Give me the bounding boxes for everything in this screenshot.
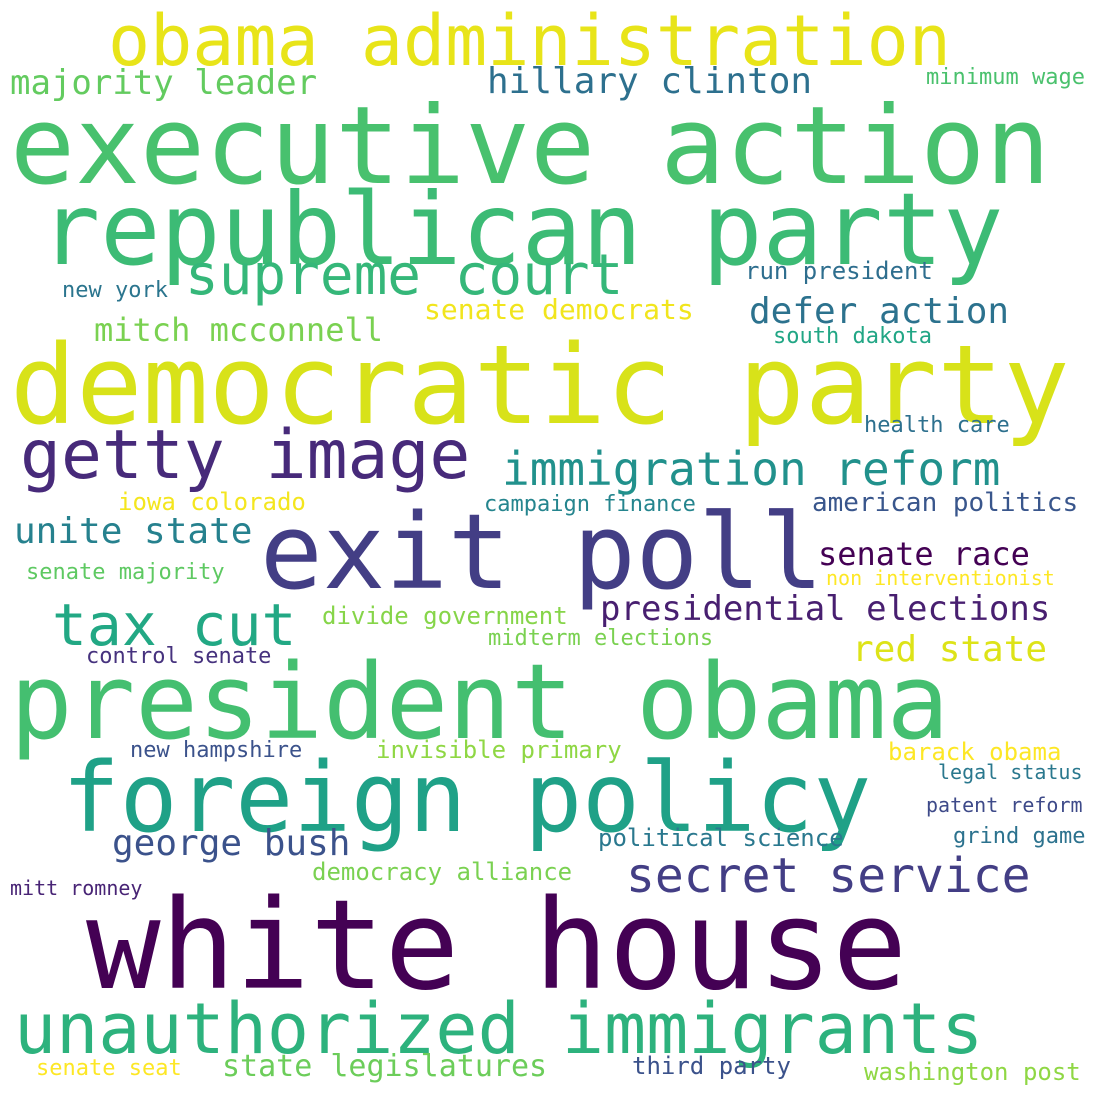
- word-barack-obama: barack obama: [888, 738, 1062, 766]
- word-invisible-primary: invisible primary: [376, 736, 622, 764]
- word-midterm-elections: midterm elections: [488, 626, 714, 651]
- word-campaign-finance: campaign finance: [484, 492, 696, 517]
- word-non-interventionist: non interventionist: [826, 566, 1055, 590]
- word-senate-seat: senate seat: [36, 1056, 182, 1081]
- word-majority-leader: majority leader: [10, 63, 318, 103]
- word-grind-game: grind game: [953, 824, 1086, 849]
- word-washington-post: washington post: [864, 1058, 1081, 1086]
- word-foreign-policy: foreign policy: [62, 742, 872, 854]
- word-senate-majority: senate majority: [26, 560, 225, 585]
- word-unauthorized-immigrants: unauthorized immigrants: [14, 988, 984, 1070]
- word-tax-cut: tax cut: [52, 591, 297, 659]
- word-presidential-elections: presidential elections: [600, 589, 1051, 629]
- word-new-york: new york: [62, 278, 168, 303]
- word-political-science: political science: [598, 824, 844, 852]
- word-republican-party: republican party: [40, 171, 1004, 288]
- word-george-bush: george bush: [112, 823, 351, 864]
- word-defer-action: defer action: [749, 291, 1010, 332]
- word-immigration-reform: immigration reform: [502, 442, 1001, 496]
- word-south-dakota: south dakota: [773, 324, 932, 349]
- word-minimum-wage: minimum wage: [926, 65, 1085, 90]
- word-democratic-party: democratic party: [10, 321, 1070, 449]
- word-mitt-romney: mitt romney: [10, 876, 143, 900]
- word-mitch-mcconnell: mitch mcconnell: [94, 311, 383, 349]
- word-run-president: run president: [745, 257, 933, 285]
- word-state-legislatures: state legislatures: [222, 1049, 548, 1084]
- word-patent-reform: patent reform: [926, 793, 1083, 817]
- word-executive-action: executive action: [10, 84, 1051, 209]
- word-senate-democrats: senate democrats: [424, 293, 694, 326]
- word-democracy-alliance: democracy alliance: [312, 858, 573, 886]
- word-new-hampshire: new hampshire: [130, 738, 303, 763]
- word-red-state: red state: [852, 629, 1048, 670]
- word-hillary-clinton: hillary clinton: [487, 61, 813, 102]
- word-third-party: third party: [632, 1052, 791, 1080]
- word-legal-status: legal status: [938, 760, 1083, 784]
- word-getty-image: getty image: [20, 416, 471, 495]
- word-american-politics: american politics: [812, 488, 1079, 518]
- word-white-house: white house: [86, 874, 908, 1018]
- word-supreme-court: supreme court: [185, 243, 624, 308]
- word-obama-administration: obama administration: [108, 0, 951, 82]
- word-iowa-colorado: iowa colorado: [118, 488, 306, 516]
- word-exit-poll: exit poll: [260, 491, 824, 613]
- word-president-obama: president obama: [10, 641, 950, 763]
- word-unite-state: unite state: [14, 511, 253, 552]
- word-health-care: health care: [864, 413, 1010, 438]
- word-senate-race: senate race: [818, 535, 1030, 573]
- word-divide-government: divide government: [322, 602, 568, 630]
- word-secret-service: secret service: [626, 848, 1031, 904]
- word-control-senate: control senate: [86, 644, 272, 669]
